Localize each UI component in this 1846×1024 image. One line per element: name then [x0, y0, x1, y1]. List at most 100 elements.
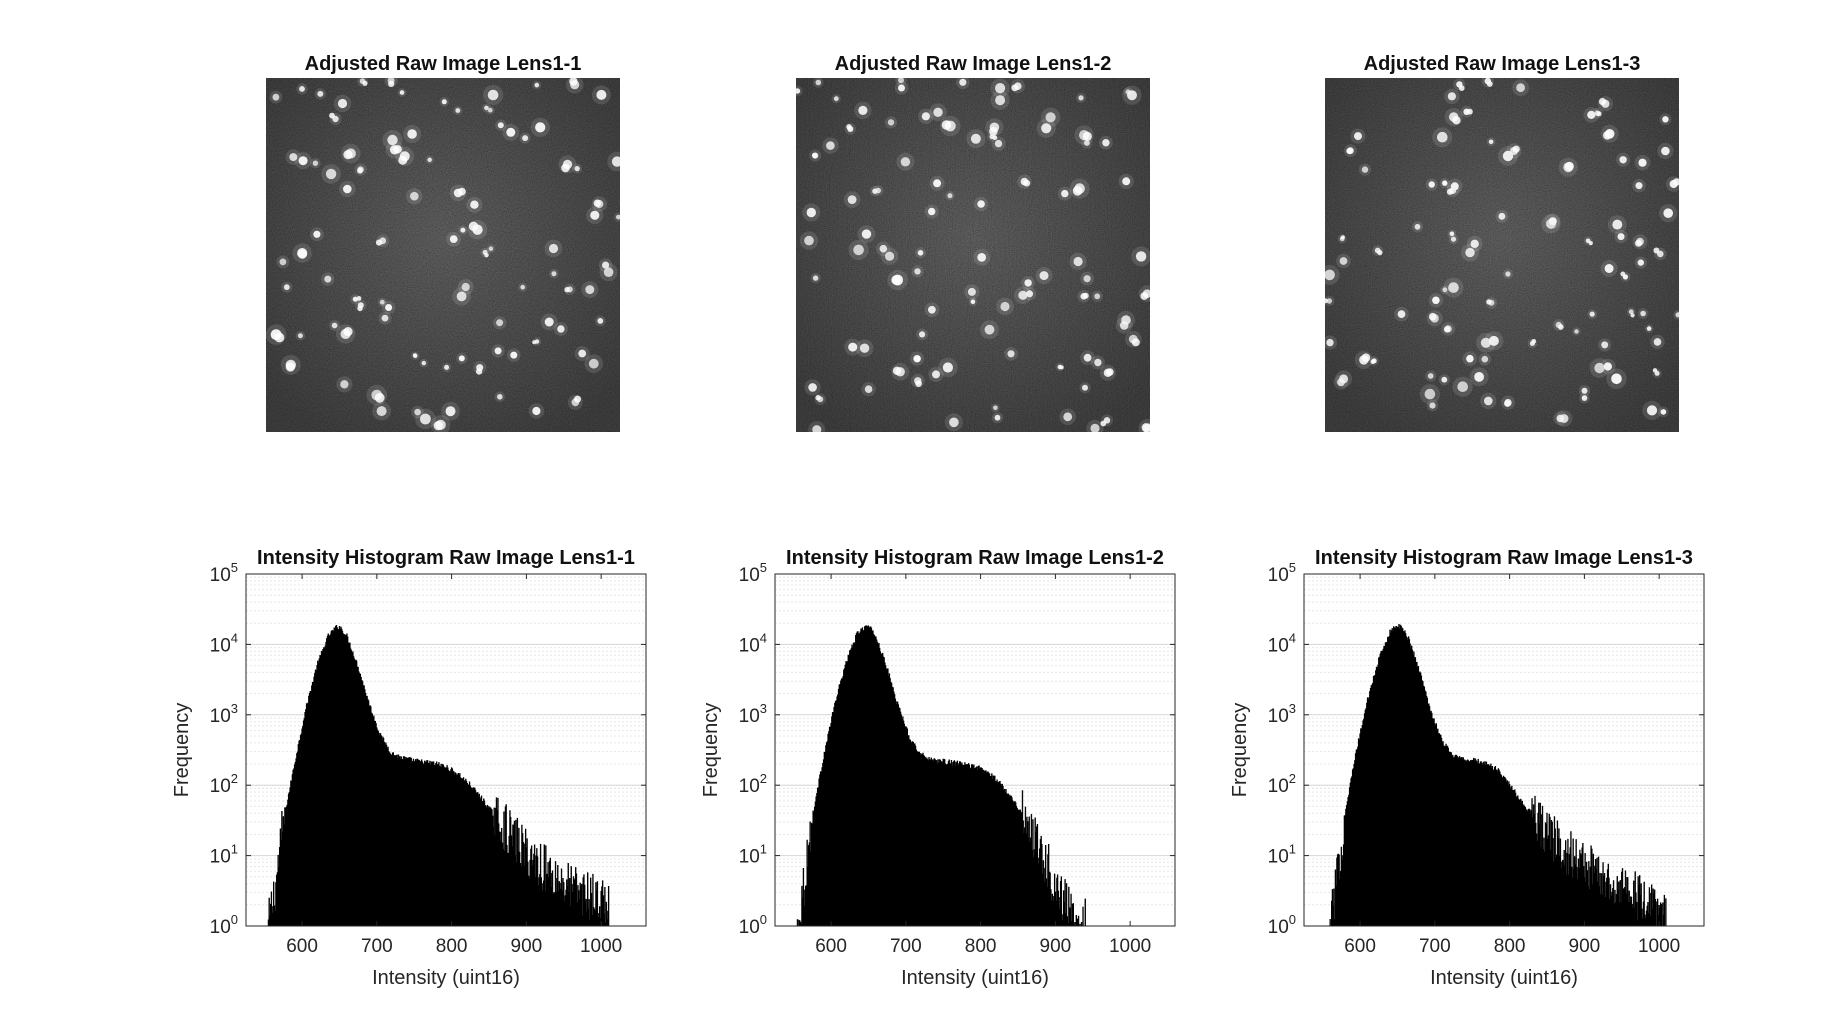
bright-spot — [1011, 84, 1019, 92]
bright-spot — [1486, 81, 1493, 87]
bright-spot — [410, 191, 419, 201]
y-tick-label: 105 — [739, 560, 767, 586]
bright-spot — [898, 78, 904, 84]
bright-spot — [398, 155, 408, 165]
bright-spot — [1653, 247, 1660, 254]
x-axis-ticks: 600 700 800 900 1000 — [815, 574, 1151, 957]
y-tick-exponent: 0 — [231, 912, 238, 927]
bright-spot — [1531, 339, 1537, 344]
bright-spot — [455, 108, 461, 113]
y-axis-label: Frequency — [1229, 703, 1251, 798]
bright-spot — [1512, 145, 1520, 153]
bright-spot — [847, 195, 857, 205]
bright-spot — [1339, 374, 1349, 384]
bright-spot — [932, 370, 940, 379]
bright-spot — [995, 83, 1006, 94]
bright-spot — [1141, 423, 1150, 432]
bright-spot — [1617, 233, 1625, 241]
bright-spot — [1122, 177, 1131, 186]
bright-spot — [858, 105, 868, 115]
y-tick-base: 10 — [210, 776, 231, 797]
bright-spot — [449, 235, 458, 244]
bright-spot — [1432, 296, 1440, 305]
image-body — [1325, 78, 1679, 432]
bright-spot — [859, 343, 870, 353]
bright-spot — [1620, 271, 1626, 277]
bright-spot — [1354, 132, 1362, 141]
bright-spot — [1481, 355, 1489, 363]
chart-title: Intensity Histogram Raw Image Lens1-2 — [786, 547, 1164, 569]
bright-spot — [804, 235, 814, 246]
bright-spot — [992, 135, 998, 140]
bright-spot — [1000, 301, 1010, 312]
bright-spot — [885, 251, 895, 261]
bright-spot — [1442, 180, 1448, 186]
bright-spot — [1504, 400, 1511, 407]
bright-spot — [352, 296, 358, 302]
bright-spot — [1437, 131, 1448, 143]
bright-spot — [456, 291, 467, 302]
bright-spot — [520, 284, 525, 290]
bright-spot — [1457, 381, 1468, 393]
bright-spot — [1325, 269, 1335, 281]
bright-spot — [949, 417, 959, 428]
bright-spot — [898, 84, 905, 92]
axes-box — [245, 573, 647, 927]
bright-spot — [487, 89, 499, 101]
bright-spot — [872, 188, 878, 194]
bright-spot — [616, 214, 620, 220]
bright-spot — [941, 120, 952, 130]
bright-spot — [1119, 321, 1129, 330]
bright-spot — [535, 122, 546, 133]
bright-spot — [864, 385, 873, 394]
bright-spot — [596, 89, 607, 100]
bright-spot — [458, 187, 466, 196]
y-tick-exponent: 2 — [1289, 771, 1296, 786]
bright-spot — [1059, 365, 1064, 370]
bright-spot — [1063, 412, 1073, 422]
bright-spot — [1474, 372, 1484, 382]
image-title: Adjusted Raw Image Lens1-1 — [305, 53, 582, 75]
bright-spot — [356, 296, 362, 301]
y-tick-label: 100 — [210, 912, 238, 938]
bright-spot — [1140, 292, 1149, 300]
bright-spot — [848, 342, 858, 352]
x-tick-label: 700 — [361, 936, 393, 957]
bright-spot — [861, 229, 872, 239]
bright-spot — [1673, 178, 1679, 186]
bright-spot — [385, 304, 393, 311]
bright-spot — [1603, 131, 1612, 140]
bright-spot — [522, 135, 529, 142]
bright-spot — [1488, 139, 1494, 145]
bright-spot — [1100, 420, 1107, 427]
bright-spot — [488, 246, 494, 251]
bright-spot — [815, 79, 822, 86]
bright-spot — [441, 99, 447, 105]
bright-spot — [1488, 335, 1499, 346]
bright-spot — [1082, 292, 1089, 299]
bright-spot — [564, 287, 570, 293]
bright-spot — [1361, 166, 1369, 173]
bright-spot — [1596, 111, 1602, 117]
bright-spot — [959, 78, 967, 86]
bright-spot — [1041, 123, 1052, 134]
y-tick-exponent: 1 — [760, 842, 767, 857]
bright-spot — [331, 322, 338, 329]
bright-spot — [1458, 85, 1465, 91]
x-tick-label: 1000 — [1109, 936, 1151, 957]
bright-spot — [1023, 179, 1031, 187]
bright-spot — [928, 207, 936, 216]
bright-spot — [796, 88, 801, 94]
bright-spot — [1660, 409, 1667, 415]
y-tick-exponent: 1 — [1289, 842, 1296, 857]
y-tick-label: 103 — [739, 701, 767, 727]
axes-box — [774, 573, 1176, 927]
bright-spot — [1427, 373, 1434, 379]
y-tick-exponent: 5 — [1289, 560, 1296, 575]
bright-spot — [285, 362, 296, 372]
bright-spot — [362, 80, 368, 86]
bright-spot — [444, 364, 450, 370]
bright-spot — [1470, 239, 1479, 248]
bright-spot — [1558, 324, 1564, 330]
bright-spot — [812, 425, 822, 432]
